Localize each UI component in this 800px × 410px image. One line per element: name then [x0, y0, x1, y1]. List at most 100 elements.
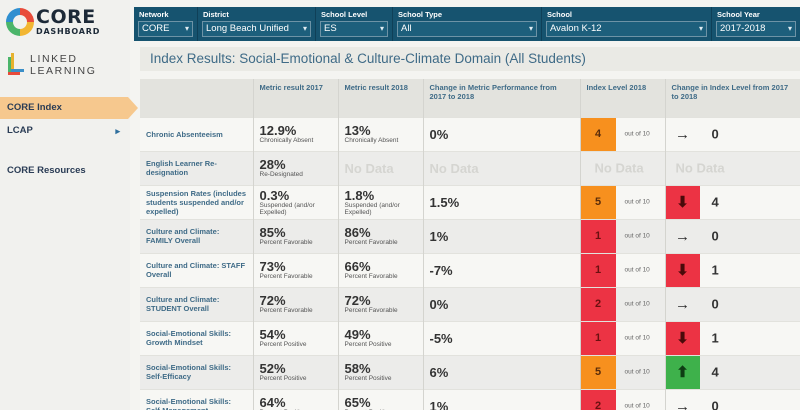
table-row: English Learner Re-designation 28% Re-Desi… [140, 150, 800, 185]
arrow-right-icon: → [675, 295, 690, 313]
metric-name-cell: Suspension Rates (includes students susp… [140, 184, 254, 219]
header-result-2017: Metric result 2017 [253, 79, 339, 117]
index-change-cell: ⬇ 1 [665, 320, 800, 355]
index-change-cell: No Data [665, 150, 800, 185]
chevron-down-icon: ▾ [302, 24, 307, 33]
district-select-value: Long Beach Unified [206, 23, 289, 34]
result-2017-cell: 12.9% Chronically Absent [253, 116, 339, 151]
school-select-value: Avalon K-12 [550, 23, 602, 34]
index-level-cell: 2 out of 10 [580, 286, 666, 321]
nav-lcap[interactable]: LCAP ▸ [0, 120, 128, 142]
school-year-select[interactable]: 2017-2018 ▾ [716, 21, 796, 37]
result-2017-value: 12.9% [259, 123, 297, 138]
filter-school-type: School Type All ▾ [393, 7, 542, 41]
change-value: 1% [429, 398, 449, 410]
index-results-table: Metric result 2017 Metric result 2018 Ch… [140, 79, 800, 410]
metric-name: Social-Emotional Skills: Self-Efficacy [146, 363, 232, 381]
nav-core-index[interactable]: CORE Index [0, 97, 138, 119]
result-2018-sub: Percent Favorable [344, 307, 398, 314]
school-level-select-value: ES [324, 23, 337, 34]
logo-core-text: CORE [36, 6, 96, 28]
filter-bar: Network CORE ▾ District Long Beach Unifie… [134, 7, 800, 41]
page-title: Index Results: Social-Emotional & Cultur… [140, 47, 800, 71]
school-level-select[interactable]: ES ▾ [320, 21, 388, 37]
filter-network: Network CORE ▾ [134, 7, 198, 41]
arrow-right-icon: → [675, 227, 690, 245]
index-level-cell: 4 out of 10 [580, 116, 666, 151]
arrow-down-icon: ⬇ [665, 185, 700, 219]
header-metric [140, 79, 254, 117]
result-2017-value: 52% [259, 361, 286, 376]
metric-name: Suspension Rates (includes students susp… [146, 188, 247, 216]
index-level-cell: 2 out of 10 [580, 388, 666, 410]
result-2017-sub: Chronically Absent [259, 137, 314, 144]
change-value: 6% [429, 364, 449, 380]
change-value: -5% [429, 330, 453, 346]
result-2017-value: 64% [259, 395, 286, 410]
logo-dashboard-text: DASHBOARD [36, 27, 101, 36]
index-level-badge: 1 [580, 219, 616, 253]
index-change-cell: → 0 [665, 218, 800, 253]
filter-district: District Long Beach Unified ▾ [198, 7, 316, 41]
change-cell: 1.5% [423, 184, 581, 219]
chevron-down-icon: ▾ [787, 24, 792, 33]
nav-core-resources[interactable]: CORE Resources [0, 160, 128, 182]
index-change-value: 1 [711, 330, 719, 346]
table-row: Culture and Climate: STUDENT Overall 72% P… [140, 286, 800, 321]
linked-learning-line2: LEARNING [30, 65, 97, 77]
result-2018-value: 65% [344, 395, 371, 410]
table-row: Culture and Climate: STAFF Overall 73% Per… [140, 252, 800, 287]
index-change-value: 1 [711, 262, 719, 278]
change-value: 1.5% [429, 194, 460, 210]
index-change-cell: ⬆ 4 [665, 354, 800, 389]
change-cell: 0% [423, 116, 581, 151]
no-data-label: No Data [429, 160, 479, 176]
result-2017-sub: Percent Favorable [259, 307, 313, 314]
change-cell: 1% [423, 218, 581, 253]
result-2018-sub: Percent Positive [344, 341, 392, 348]
result-2017-cell: 73% Percent Favorable [253, 252, 339, 287]
table-row: Social-Emotional Skills: Self-Efficacy 52… [140, 354, 800, 389]
index-level-cell: 1 out of 10 [580, 218, 666, 253]
linked-learning-logo: LINKED LEARNING [8, 53, 128, 79]
index-change-value: 0 [711, 228, 719, 244]
chevron-down-icon: ▾ [698, 24, 703, 33]
nav-core-resources-label: CORE Resources [7, 165, 86, 176]
core-dashboard-logo[interactable]: CORE DASHBOARD [6, 6, 126, 42]
core-logo-ring-icon [6, 8, 34, 36]
no-data-label: No Data [594, 160, 644, 176]
result-2017-value: 73% [259, 259, 286, 274]
result-2018-value: 13% [344, 123, 371, 138]
school-type-select[interactable]: All ▾ [397, 21, 537, 37]
index-level-cell: 5 out of 10 [580, 354, 666, 389]
filter-school: School Avalon K-12 ▾ [542, 7, 712, 41]
index-change-cell: ⬇ 4 [665, 184, 800, 219]
out-of-label: out of 10 [624, 334, 650, 342]
table-row: Chronic Absenteeism 12.9% Chronically Abse… [140, 116, 800, 151]
index-level-badge: 4 [580, 117, 616, 151]
result-2017-value: 85% [259, 225, 286, 240]
district-select[interactable]: Long Beach Unified ▾ [202, 21, 311, 37]
change-cell: 6% [423, 354, 581, 389]
index-level-badge: 2 [580, 389, 616, 410]
result-2018-value: 1.8% [344, 187, 375, 203]
header-index-change: Change in Index Level from 2017 to 2018 [665, 79, 800, 117]
metric-name-cell: Social-Emotional Skills: Growth Mindset [140, 320, 254, 355]
metric-name-cell: Culture and Climate: FAMILY Overall [140, 218, 254, 253]
result-2018-cell: No Data [338, 150, 424, 185]
out-of-label: out of 10 [624, 232, 650, 240]
network-select[interactable]: CORE ▾ [138, 21, 193, 37]
out-of-label: out of 10 [624, 368, 650, 376]
change-cell: 0% [423, 286, 581, 321]
result-2017-value: 54% [259, 327, 286, 342]
metric-name: Chronic Absenteeism [146, 129, 223, 139]
linked-learning-mark-icon [8, 53, 24, 75]
filter-school-label: School [547, 10, 573, 19]
metric-name: Culture and Climate: STUDENT Overall [146, 295, 220, 313]
result-2017-cell: 72% Percent Favorable [253, 286, 339, 321]
result-2017-cell: 0.3% Suspended (and/or Expelled) [253, 184, 339, 219]
result-2018-sub: Chronically Absent [344, 137, 399, 144]
out-of-label: out of 10 [624, 300, 650, 308]
result-2017-cell: 85% Percent Favorable [253, 218, 339, 253]
school-select[interactable]: Avalon K-12 ▾ [546, 21, 707, 37]
